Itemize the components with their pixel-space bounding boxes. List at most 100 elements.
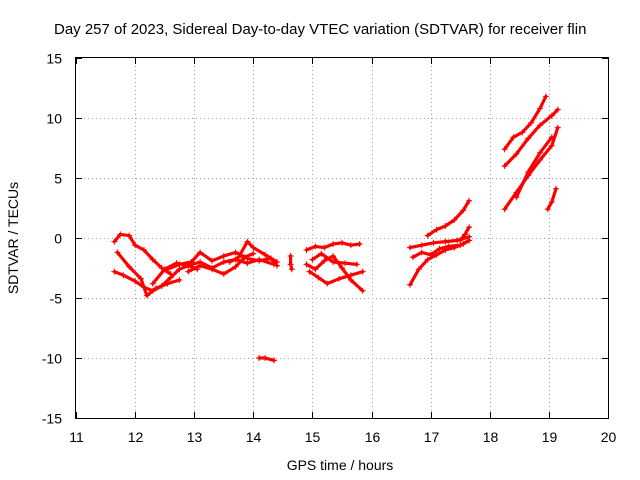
data-point: [537, 157, 543, 163]
grid: [76, 58, 608, 418]
data-point: [339, 265, 345, 271]
data-point: [548, 134, 555, 141]
data-point: [120, 272, 127, 279]
series-seg-10: [303, 239, 363, 253]
x-tick-label: 14: [246, 429, 262, 445]
series-seg-23: [544, 185, 559, 213]
data-point: [466, 237, 473, 244]
data-point: [176, 261, 183, 268]
y-tick-label: 0: [54, 231, 62, 247]
data-point: [407, 281, 413, 288]
series-seg-5: [164, 249, 280, 273]
data-point: [138, 275, 144, 282]
data-point: [347, 242, 354, 249]
data-point: [513, 151, 520, 157]
data-point: [262, 251, 269, 258]
chart-title: Day 257 of 2023, Sidereal Day-to-day VTE…: [54, 21, 586, 38]
data-point: [164, 280, 171, 287]
data-point: [149, 256, 156, 263]
data-point: [501, 146, 508, 153]
data-point: [359, 268, 366, 275]
data-point: [501, 163, 508, 169]
data-point: [528, 119, 535, 126]
data-point: [409, 254, 416, 261]
data-point: [149, 280, 156, 287]
data-point: [271, 357, 277, 364]
y-tick-label: -5: [50, 291, 63, 307]
x-tick-label: 16: [365, 429, 381, 445]
data-point: [554, 124, 561, 131]
series-seg-13: [309, 250, 360, 268]
data-point: [510, 134, 517, 141]
data-point: [430, 239, 437, 246]
data-point: [537, 122, 543, 129]
series-seg-6: [185, 250, 257, 277]
series-seg-18: [457, 224, 473, 244]
data-point: [220, 271, 227, 277]
series-seg-12: [306, 268, 366, 287]
data-point: [330, 253, 337, 259]
data-point: [537, 105, 543, 112]
data-point: [330, 241, 337, 247]
x-tick-label: 11: [69, 429, 84, 445]
data-point: [321, 257, 328, 264]
y-tick-label: 5: [54, 171, 62, 187]
data-point: [462, 231, 468, 238]
data-point: [188, 259, 195, 265]
data-point: [111, 268, 118, 275]
data-point: [306, 268, 313, 275]
x-tick-label: 20: [601, 429, 617, 445]
data-point: [513, 194, 520, 201]
data-point: [232, 249, 239, 256]
data-point: [232, 263, 239, 270]
data-point: [451, 217, 458, 223]
data-point: [141, 247, 147, 253]
x-tick-label: 19: [542, 429, 558, 445]
x-tick-label: 12: [128, 429, 144, 445]
data-point: [220, 259, 227, 265]
data-point: [152, 285, 159, 292]
data-point: [433, 251, 440, 258]
data-point: [117, 231, 124, 238]
data-point: [436, 245, 443, 252]
data-point: [330, 259, 337, 265]
x-tick-label: 17: [424, 429, 440, 445]
data-point: [164, 266, 171, 273]
data-point: [185, 268, 192, 275]
data-point: [525, 169, 532, 175]
data-point: [460, 207, 467, 214]
y-tick-label: -10: [42, 351, 62, 367]
series-seg-17: [424, 197, 473, 239]
data-point: [197, 249, 204, 256]
y-tick-label: -15: [42, 411, 62, 427]
series-seg-20: [501, 106, 561, 169]
data-point: [143, 292, 150, 299]
data-point: [287, 261, 294, 268]
series-seg-9: [287, 253, 295, 273]
y-tick-label: 15: [46, 51, 62, 67]
data-point: [415, 266, 422, 273]
data-point: [318, 250, 325, 257]
data-point: [324, 280, 331, 287]
data-point: [126, 232, 133, 239]
data-point: [262, 355, 269, 361]
data-point: [442, 238, 449, 245]
series-seg-1: [111, 231, 174, 277]
data-point: [359, 287, 366, 294]
data-point: [353, 261, 360, 268]
y-axis-label: SDTVAR / TECUs: [5, 182, 21, 294]
data-point: [111, 238, 118, 245]
data-point: [445, 243, 452, 250]
data-point: [407, 244, 413, 251]
data-point: [256, 355, 263, 361]
data-point: [548, 112, 555, 119]
data-point: [287, 253, 294, 259]
data-point: [433, 226, 440, 233]
series-seg-3: [114, 249, 183, 299]
y-tick-label: 10: [46, 111, 62, 127]
series-seg-11: [303, 253, 366, 294]
data-point: [553, 185, 559, 192]
series-seg-19: [501, 93, 549, 153]
data-point: [209, 257, 215, 264]
data-point: [309, 256, 316, 263]
